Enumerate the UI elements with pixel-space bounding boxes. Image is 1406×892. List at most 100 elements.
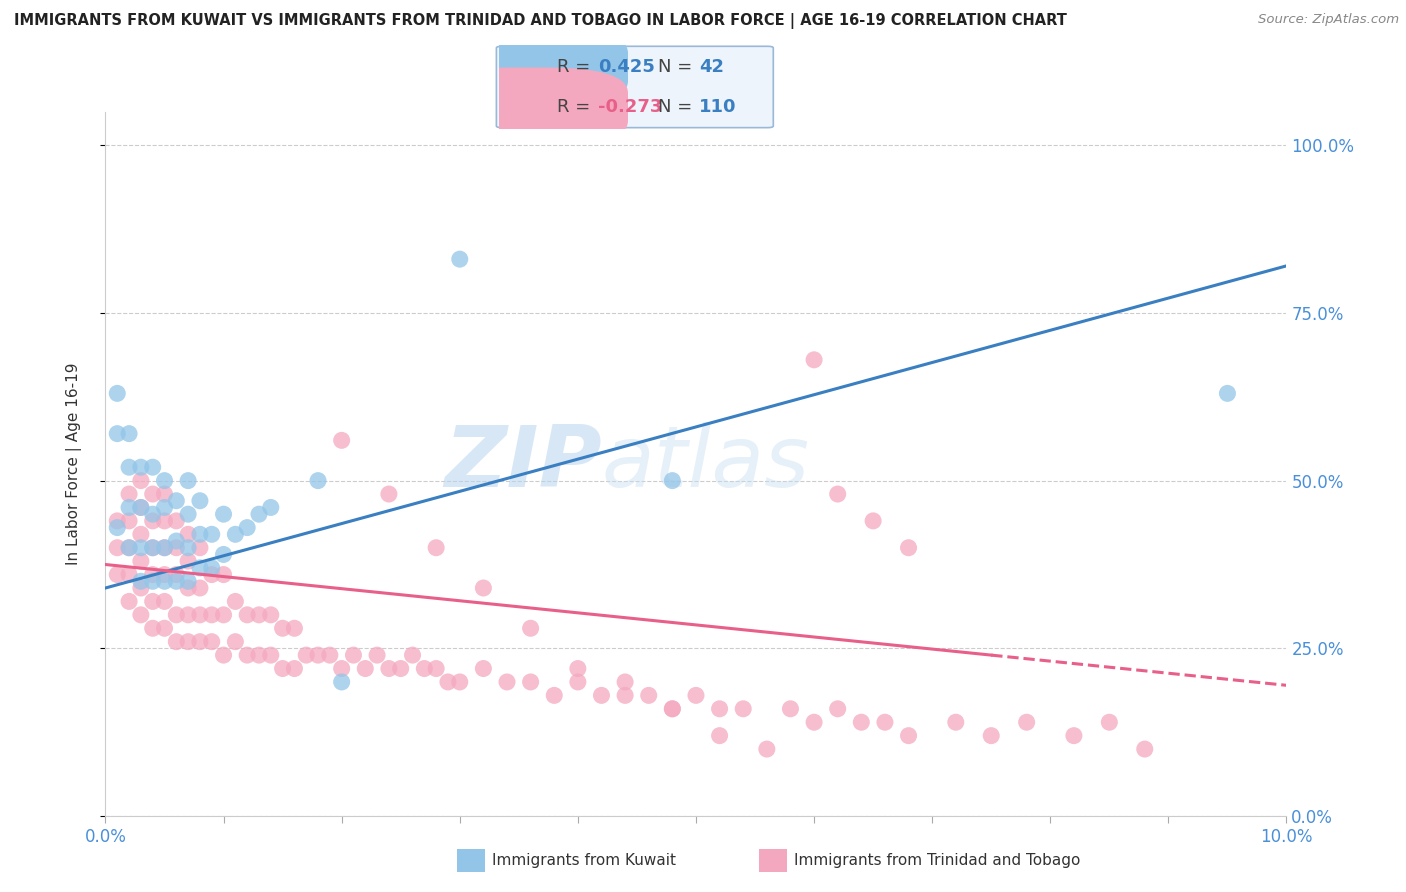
Point	[201, 634, 224, 648]
Point	[449, 252, 471, 267]
Point	[319, 648, 342, 662]
Point	[142, 574, 165, 589]
Text: N =: N =	[658, 59, 699, 77]
Point	[614, 689, 637, 703]
Point	[283, 661, 305, 675]
Point	[271, 661, 294, 675]
Text: atlas: atlas	[602, 422, 810, 506]
Point	[165, 493, 187, 508]
Point	[118, 500, 141, 515]
Point	[401, 648, 423, 662]
Point	[105, 520, 128, 534]
Point	[543, 689, 565, 703]
Point	[153, 514, 176, 528]
Point	[330, 675, 353, 690]
Point	[709, 702, 731, 716]
Point	[212, 567, 235, 582]
Point	[118, 487, 141, 501]
FancyBboxPatch shape	[427, 28, 628, 106]
Point	[236, 648, 259, 662]
Point	[342, 648, 364, 662]
Point	[247, 507, 270, 521]
Point	[637, 689, 659, 703]
Point	[1098, 715, 1121, 730]
Point	[177, 474, 200, 488]
Point	[425, 661, 447, 675]
Point	[129, 574, 152, 589]
Point	[591, 689, 613, 703]
Point	[413, 661, 436, 675]
Point	[142, 514, 165, 528]
Point	[330, 661, 353, 675]
Point	[153, 574, 176, 589]
Point	[685, 689, 707, 703]
Point	[142, 460, 165, 475]
Point	[118, 594, 141, 608]
Point	[165, 514, 187, 528]
Point	[295, 648, 318, 662]
Text: R =: R =	[557, 59, 596, 77]
Point	[661, 474, 683, 488]
Point	[153, 487, 176, 501]
Point	[142, 541, 165, 555]
Point	[378, 661, 401, 675]
Point	[897, 729, 920, 743]
Point	[212, 507, 235, 521]
Point	[449, 675, 471, 690]
Point	[165, 541, 187, 555]
Point	[188, 561, 211, 575]
Text: Immigrants from Trinidad and Tobago: Immigrants from Trinidad and Tobago	[794, 854, 1081, 868]
Point	[567, 675, 589, 690]
Point	[165, 634, 187, 648]
Point	[1063, 729, 1085, 743]
Point	[709, 729, 731, 743]
Point	[153, 500, 176, 515]
Point	[354, 661, 377, 675]
Point	[105, 541, 128, 555]
Point	[129, 474, 152, 488]
Point	[142, 487, 165, 501]
Point	[129, 607, 152, 622]
Point	[165, 574, 187, 589]
Point	[614, 675, 637, 690]
Text: N =: N =	[658, 98, 699, 116]
Point	[247, 607, 270, 622]
Point	[260, 500, 283, 515]
Point	[212, 607, 235, 622]
Point	[779, 702, 801, 716]
Point	[129, 581, 152, 595]
Point	[733, 702, 755, 716]
Point	[330, 434, 353, 448]
Point	[307, 474, 329, 488]
Point	[519, 675, 541, 690]
Point	[212, 648, 235, 662]
Point	[142, 621, 165, 635]
Point	[201, 561, 224, 575]
Point	[827, 702, 849, 716]
Point	[472, 581, 495, 595]
FancyBboxPatch shape	[751, 842, 796, 880]
Point	[105, 514, 128, 528]
Point	[188, 607, 211, 622]
Point	[153, 474, 176, 488]
Point	[236, 520, 259, 534]
Point	[177, 527, 200, 541]
Point	[201, 607, 224, 622]
Point	[165, 607, 187, 622]
Point	[177, 581, 200, 595]
Point	[212, 548, 235, 562]
Point	[153, 594, 176, 608]
Point	[129, 500, 152, 515]
Point	[472, 661, 495, 675]
FancyBboxPatch shape	[427, 68, 628, 146]
Text: 0.425: 0.425	[598, 59, 655, 77]
FancyBboxPatch shape	[449, 842, 494, 880]
Text: ZIP: ZIP	[444, 422, 602, 506]
Text: 42: 42	[699, 59, 724, 77]
Point	[1015, 715, 1038, 730]
Point	[425, 541, 447, 555]
Point	[862, 514, 884, 528]
Point	[755, 742, 778, 756]
Point	[129, 500, 152, 515]
Point	[980, 729, 1002, 743]
